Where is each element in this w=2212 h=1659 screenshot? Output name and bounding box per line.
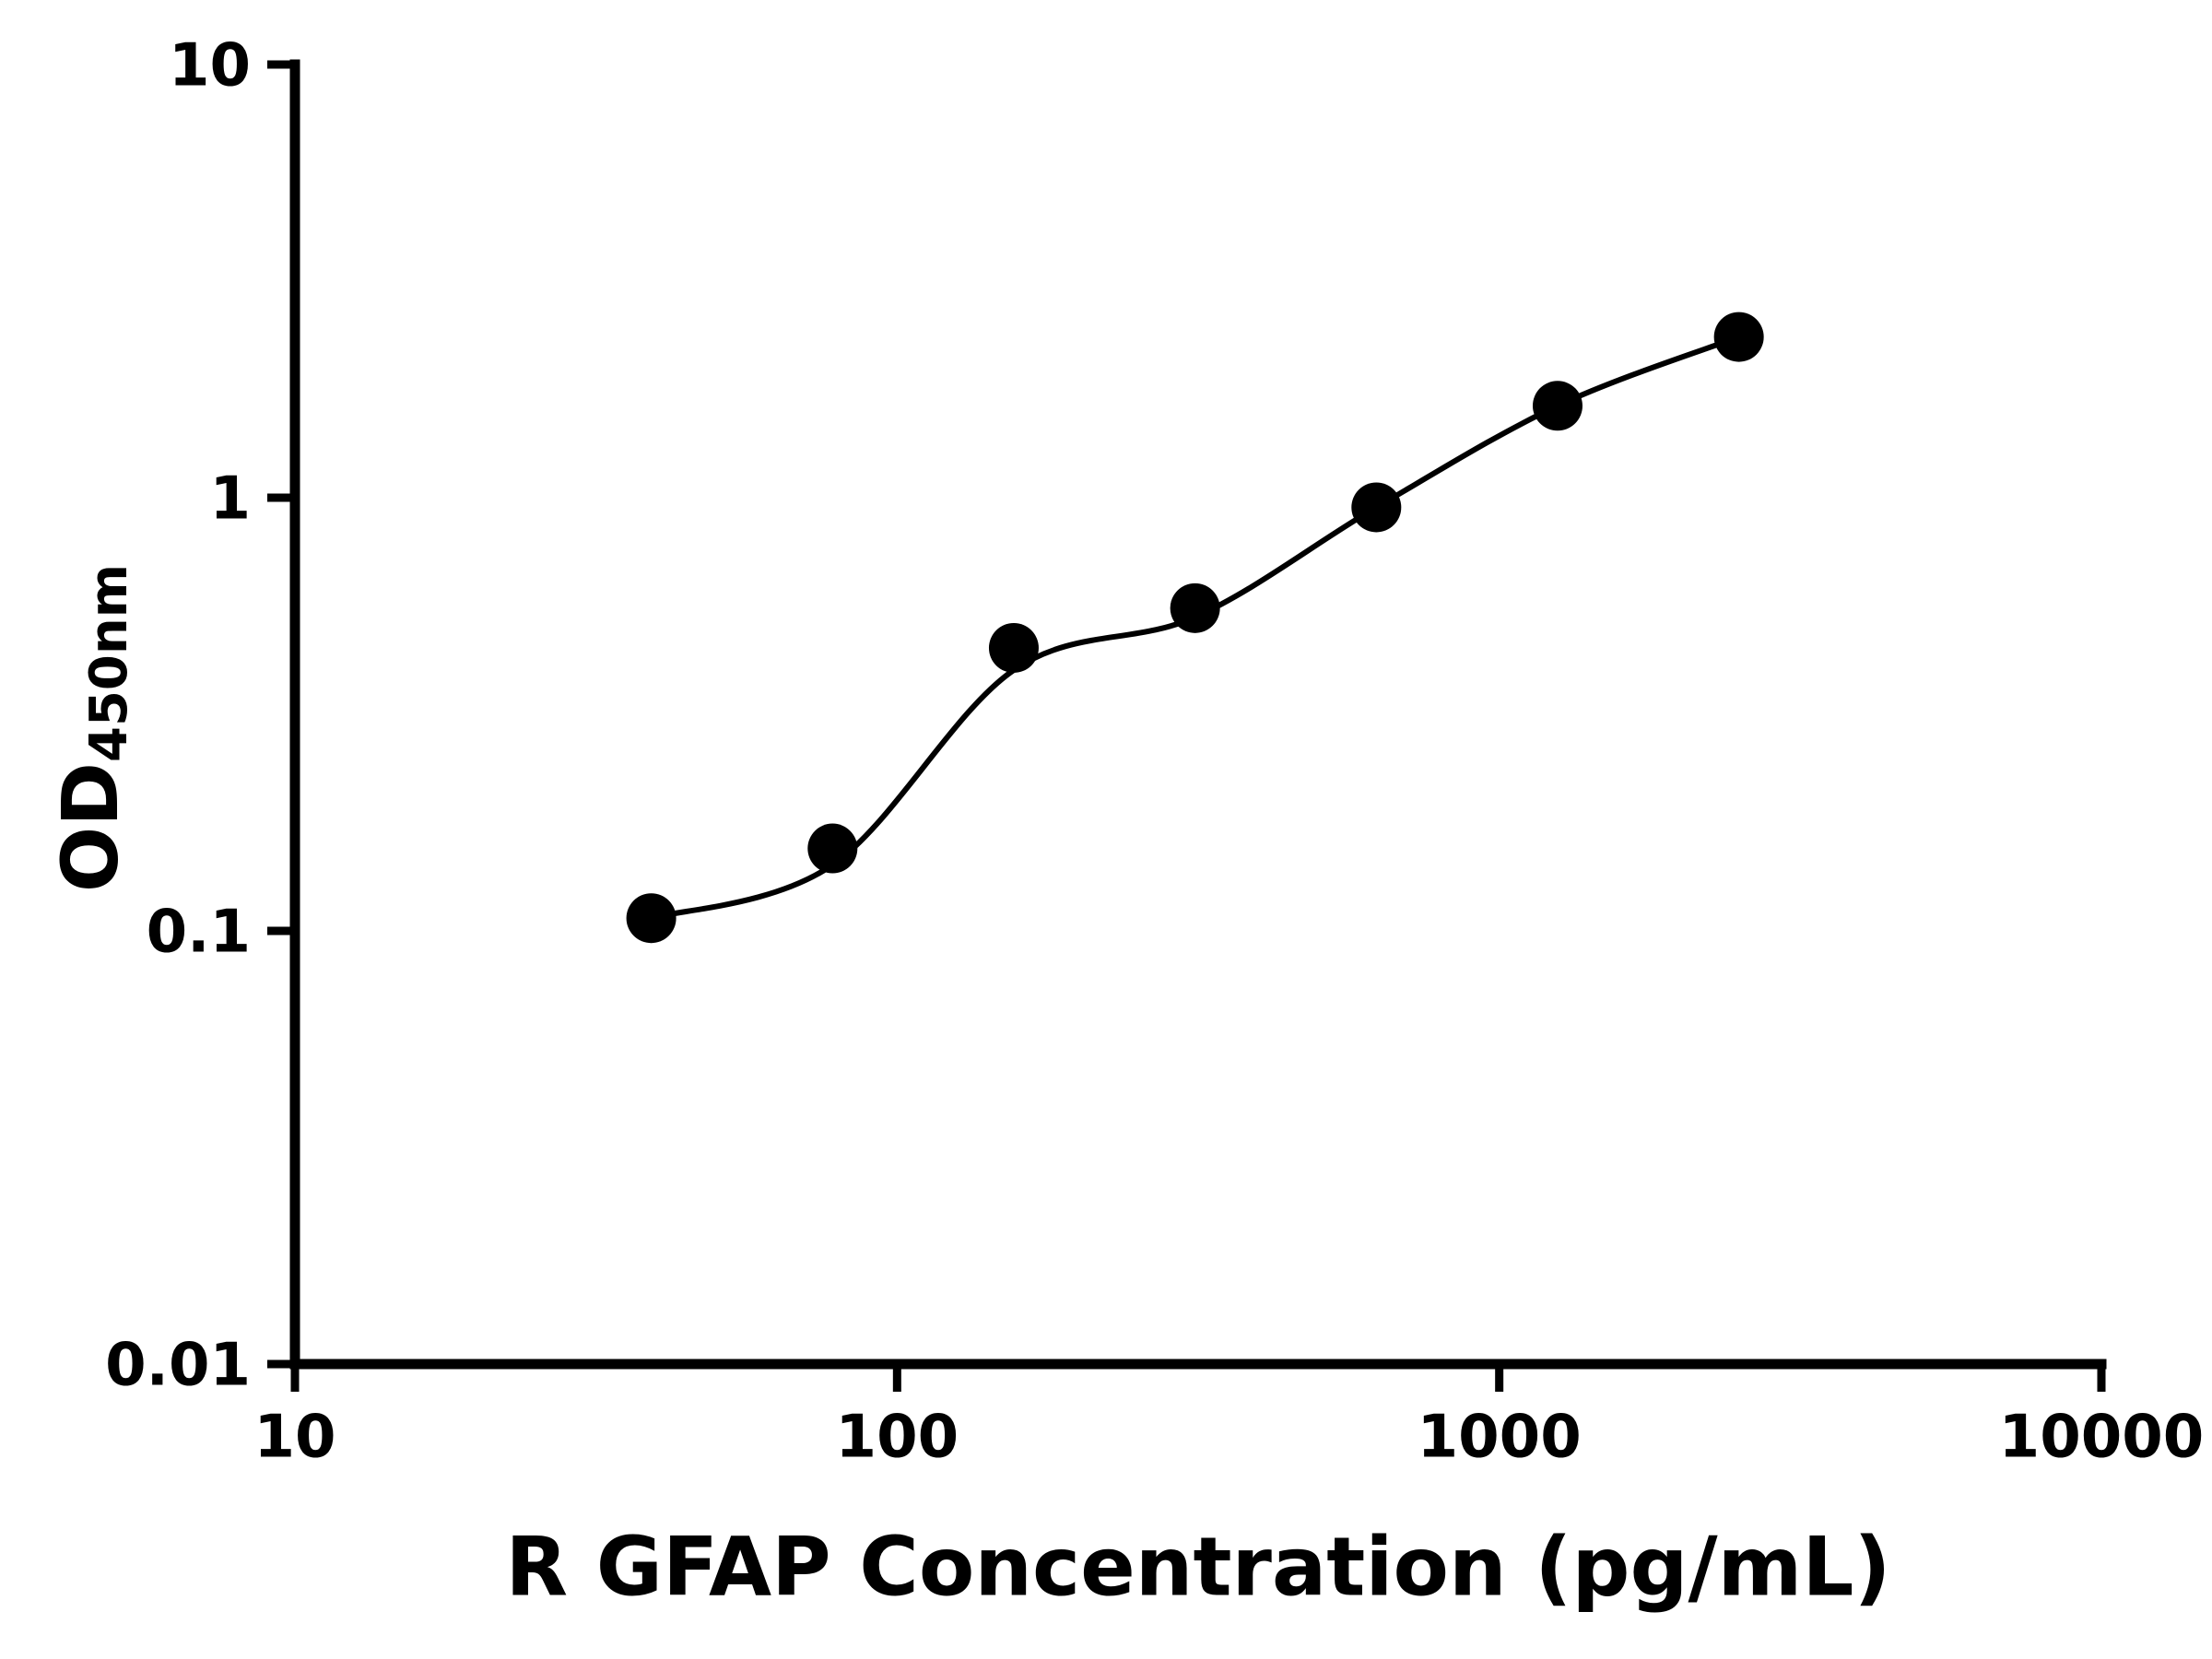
y-tick-label: 10 xyxy=(169,31,251,100)
x-axis-title: R GFAP Concentration (pg/mL) xyxy=(505,1519,1891,1615)
y-tick-label: 0.1 xyxy=(147,898,251,966)
data-point xyxy=(1532,381,1583,431)
y-axis-title-subscript: 450nm xyxy=(79,563,139,762)
x-tick-label: 1000 xyxy=(1418,1403,1582,1471)
x-tick-label: 10 xyxy=(253,1403,335,1471)
x-tick-label: 10000 xyxy=(1999,1403,2205,1471)
data-point xyxy=(1713,312,1764,362)
data-point xyxy=(807,823,858,874)
y-tick-label: 0.01 xyxy=(105,1331,251,1399)
y-axis-title: OD450nm xyxy=(45,564,139,892)
data-point xyxy=(1351,482,1402,533)
y-tick-label: 1 xyxy=(209,465,251,533)
data-point xyxy=(988,622,1039,673)
x-tick-label: 100 xyxy=(836,1403,959,1471)
data-point xyxy=(626,893,677,944)
y-axis-title-main: OD xyxy=(45,761,135,893)
axes-spines xyxy=(289,59,2107,1370)
data-point xyxy=(1170,582,1220,633)
